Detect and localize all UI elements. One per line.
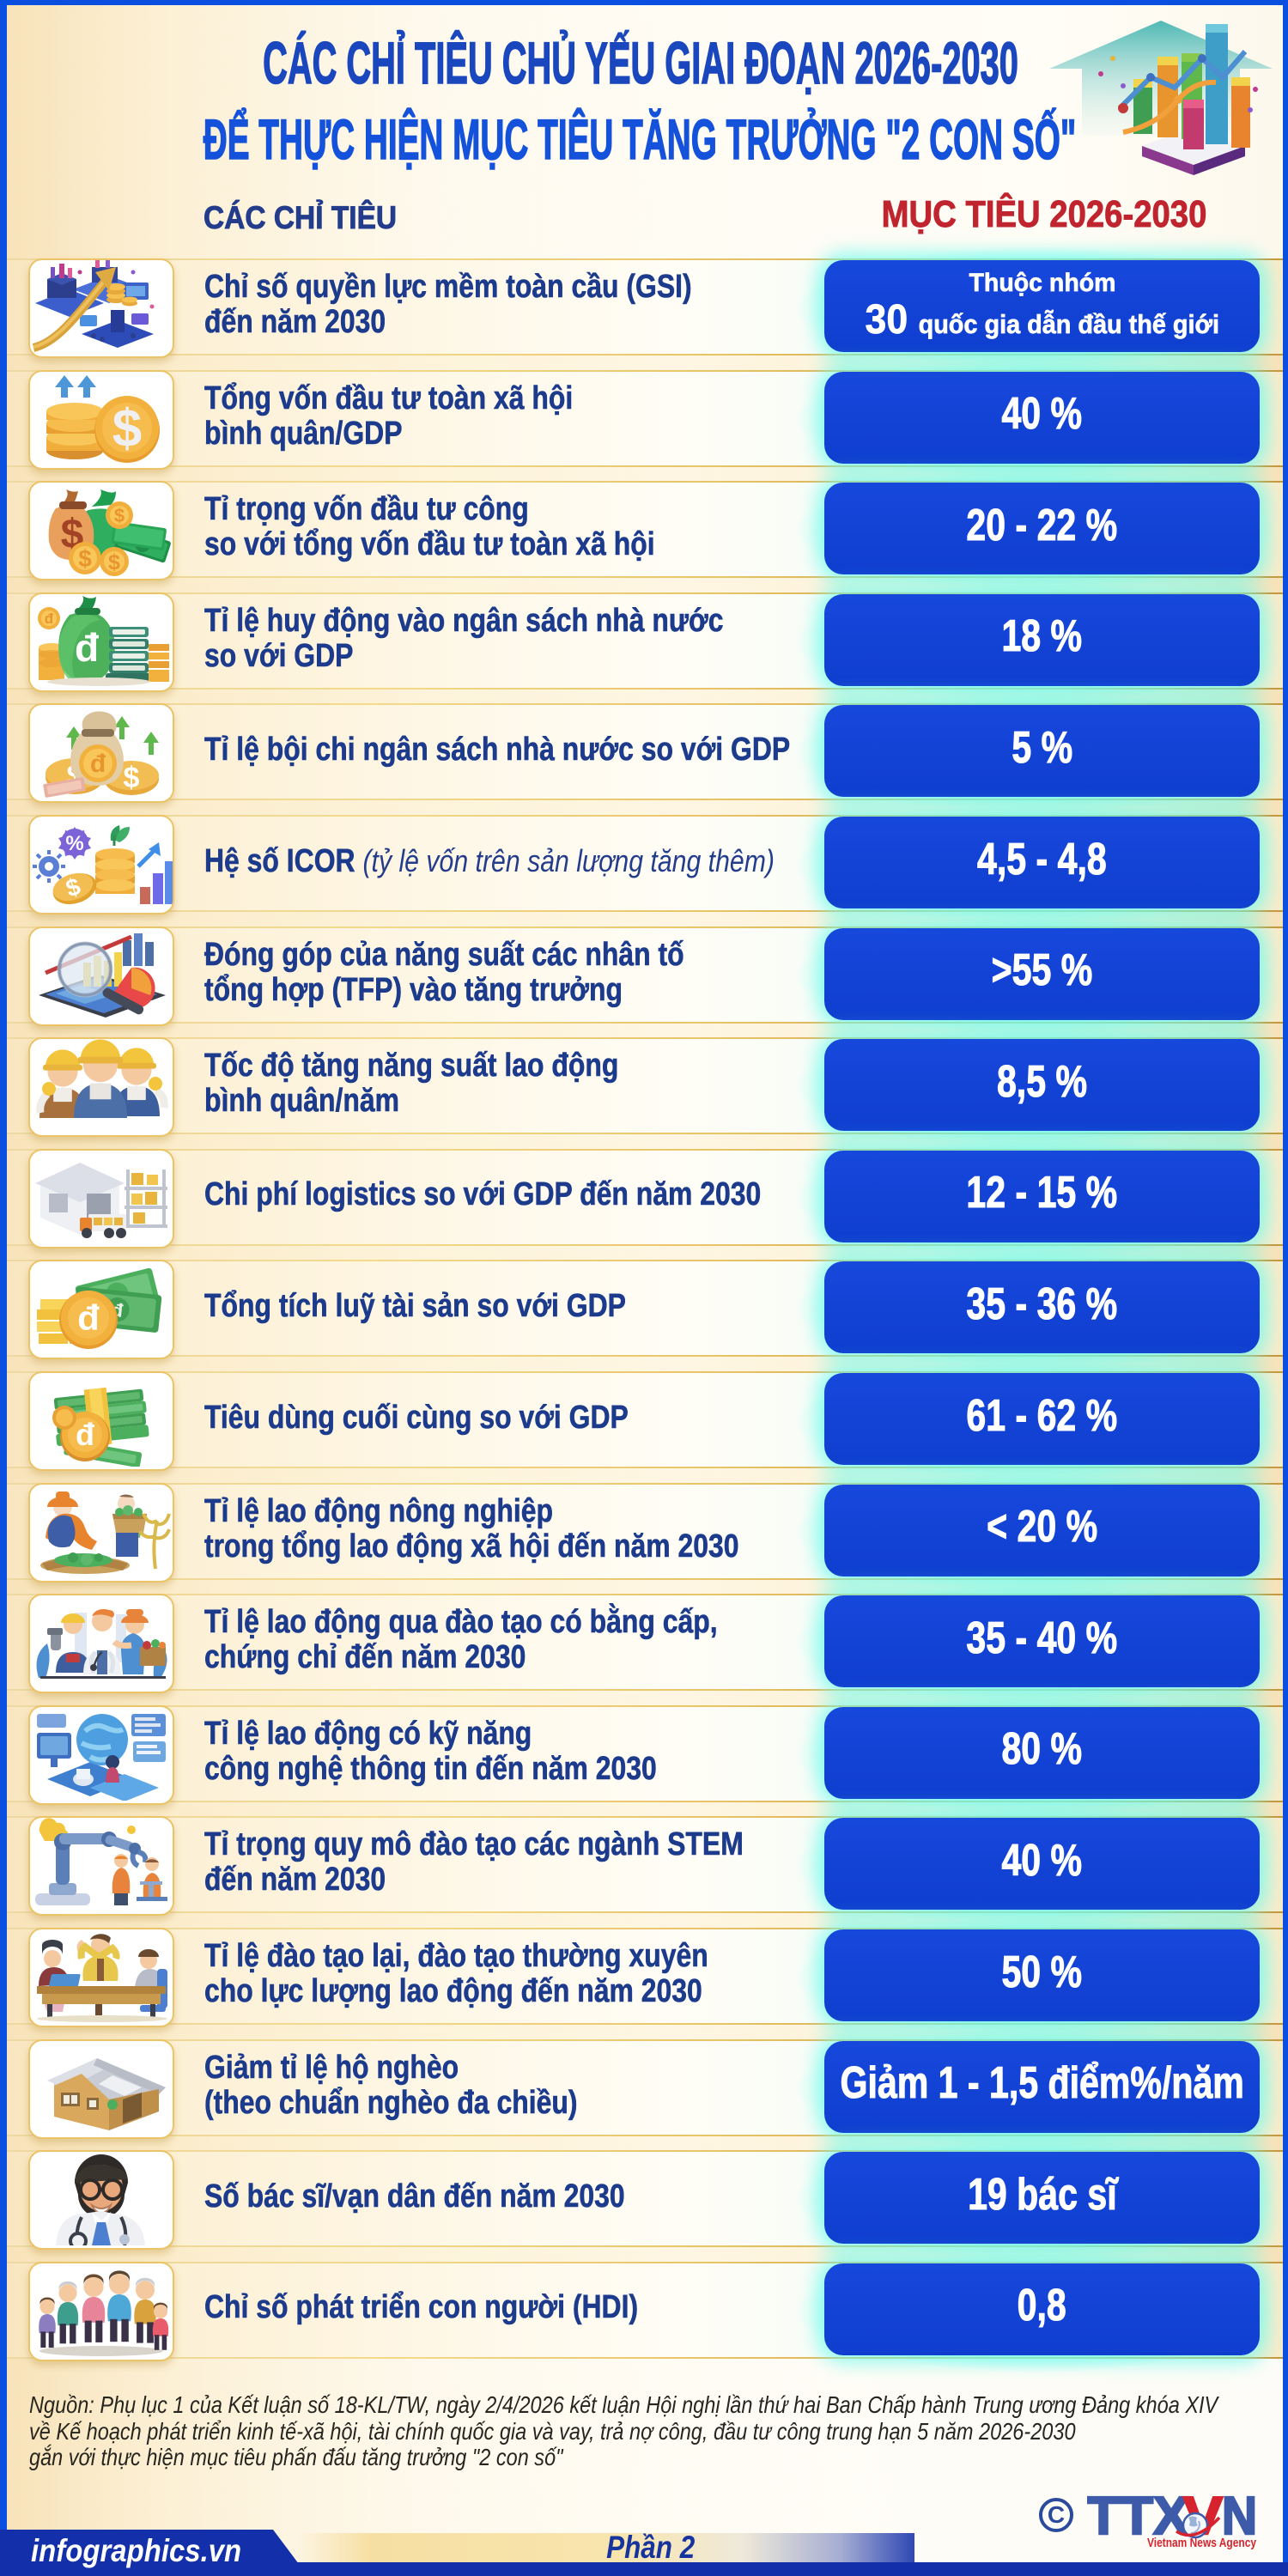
svg-text:T: T (1121, 2492, 1153, 2546)
svg-text:$: $ (124, 762, 140, 794)
svg-text:đ: đ (76, 1417, 94, 1452)
svg-text:$: $ (78, 545, 92, 572)
svg-text:Vietnam News Agency: Vietnam News Agency (1147, 2536, 1257, 2550)
svg-text:N: N (1222, 2492, 1257, 2546)
svg-text:T: T (1087, 2492, 1120, 2546)
svg-text:đ: đ (90, 750, 106, 778)
svg-text:$: $ (108, 550, 120, 574)
svg-text:$: $ (114, 505, 125, 526)
svg-text:%: % (65, 832, 83, 855)
svg-text:đ: đ (75, 625, 99, 670)
svg-text:đ: đ (77, 1297, 100, 1338)
svg-text:X: X (1153, 2492, 1189, 2546)
svg-text:đ: đ (45, 611, 54, 627)
svg-text:$: $ (112, 399, 142, 459)
